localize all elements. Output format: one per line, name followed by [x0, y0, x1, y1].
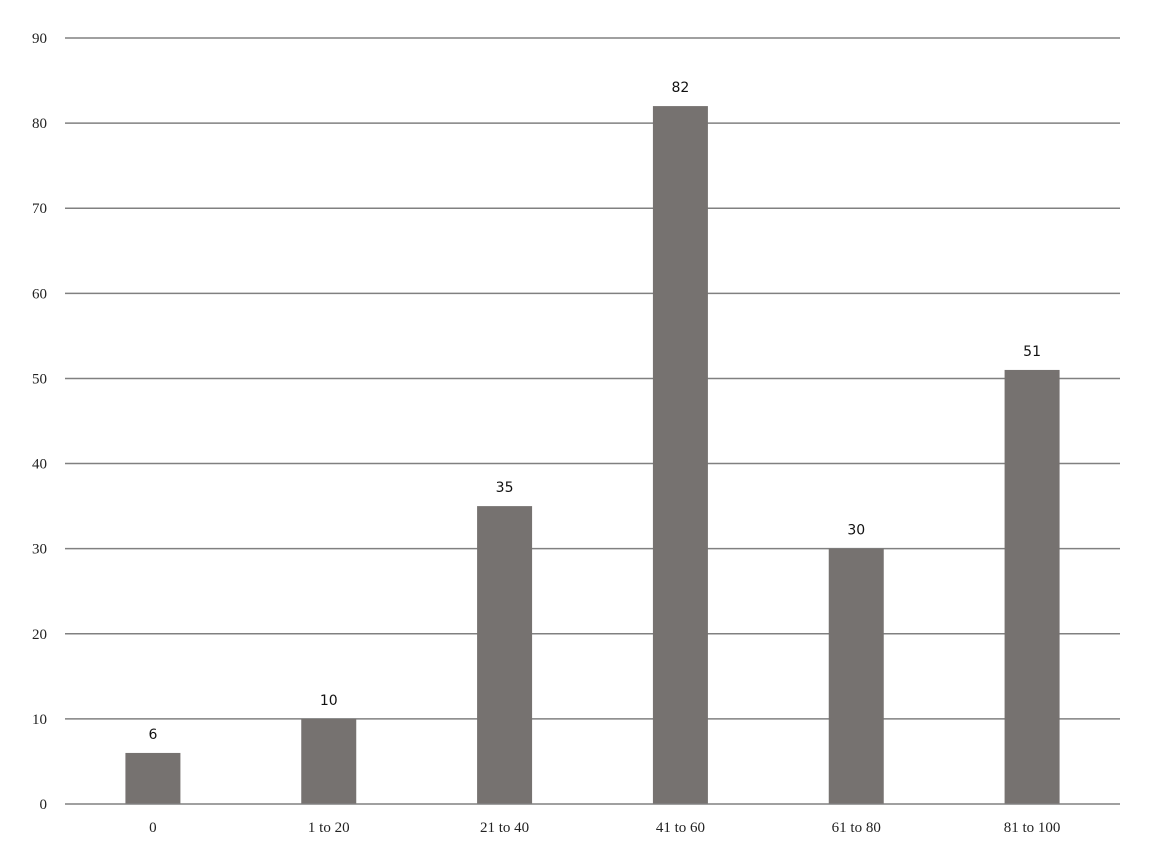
data-label: 30: [847, 523, 865, 539]
x-tick-label: 41 to 60: [656, 820, 705, 836]
bar: [1004, 369, 1060, 804]
y-tick-label: 40: [32, 457, 47, 473]
y-tick-label: 10: [32, 712, 47, 728]
x-tick-label: 81 to 100: [1004, 820, 1061, 836]
y-tick-label: 30: [32, 542, 47, 558]
bar: [301, 718, 357, 804]
y-tick-label: 0: [40, 797, 48, 813]
bar: [828, 548, 884, 804]
data-label: 35: [496, 480, 514, 496]
data-label: 82: [672, 80, 690, 96]
x-tick-label: 21 to 40: [480, 820, 529, 836]
bar: [125, 752, 181, 804]
bar: [477, 506, 533, 804]
y-tick-label: 80: [32, 116, 47, 132]
bar: [652, 106, 708, 805]
data-label: 10: [320, 693, 338, 709]
gridlines: [65, 37, 1120, 720]
y-tick-label: 90: [32, 31, 47, 47]
data-label: 51: [1023, 344, 1041, 360]
y-tick-label: 20: [32, 627, 47, 643]
y-tick-label: 70: [32, 201, 47, 217]
x-tick-label: 1 to 20: [308, 820, 350, 836]
x-tick-label: 0: [149, 820, 157, 836]
data-label: 6: [148, 727, 157, 743]
y-tick-label: 60: [32, 286, 47, 302]
bars: [125, 106, 1060, 805]
y-tick-label: 50: [32, 371, 47, 387]
x-tick-label: 61 to 80: [832, 820, 881, 836]
